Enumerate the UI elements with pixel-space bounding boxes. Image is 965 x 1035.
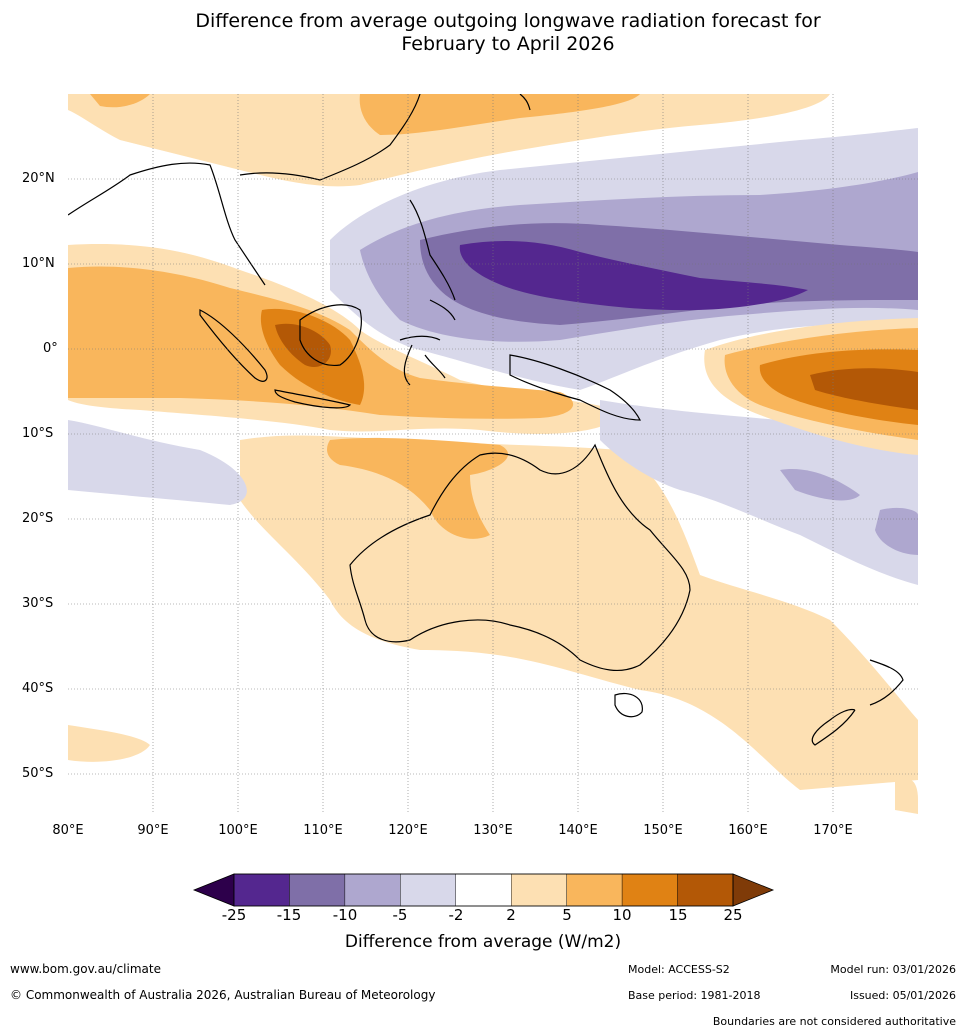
colorbar-tick: 10 <box>612 906 632 924</box>
anomaly-lavender-south-pacific <box>600 400 918 585</box>
coastline-tasmania <box>614 692 643 718</box>
footer-model: Model: ACCESS-S2 <box>628 963 730 976</box>
anomaly-orange-north-west <box>90 94 150 108</box>
anomaly-brown-borneo-west <box>275 323 331 368</box>
coastline-australia <box>349 443 691 671</box>
colorbar-tick: 15 <box>668 906 688 924</box>
footer-model-run: Model run: 03/01/2026 <box>830 963 956 976</box>
lon-label-110e: 110°E <box>303 823 343 838</box>
lon-label-80e: 80°E <box>52 823 84 838</box>
colorbar-tick: 2 <box>506 906 516 924</box>
colorbar <box>192 873 775 907</box>
colorbar-tick: -2 <box>448 906 464 924</box>
footer-issued: Issued: 05/01/2026 <box>849 989 956 1002</box>
lon-label-150e: 150°E <box>643 823 683 838</box>
coastline-asia <box>68 94 421 286</box>
lon-label-90e: 90°E <box>137 823 169 838</box>
colorbar-swatch <box>289 873 346 907</box>
lon-label-170e: 170°E <box>813 823 853 838</box>
lat-label-40s: 40°S <box>22 681 54 696</box>
lon-label-160e: 160°E <box>728 823 768 838</box>
colorbar-swatch <box>455 873 512 907</box>
colorbar-swatch <box>344 873 401 907</box>
colorbar-label: Difference from average (W/m2) <box>344 932 622 952</box>
anomaly-lavender-sw <box>68 420 247 505</box>
colorbar-tick: -15 <box>276 906 302 924</box>
anomaly-light-purple-east <box>875 507 918 555</box>
coastline-philippines <box>409 199 456 321</box>
colorbar-extend-high <box>732 873 775 907</box>
footer-disclaimer: Boundaries are not considered authoritat… <box>712 1015 956 1028</box>
colorbar-tick: 5 <box>562 906 572 924</box>
lat-label-20n: 20°N <box>22 171 55 186</box>
lon-label-100e: 100°E <box>218 823 258 838</box>
coastline-new-guinea <box>509 354 641 421</box>
footer-base-period: Base period: 1981-2018 <box>628 989 761 1002</box>
colorbar-swatch <box>566 873 623 907</box>
anomaly-light-orange-south <box>240 435 918 790</box>
coastline-java <box>274 389 352 409</box>
lat-label-30s: 30°S <box>22 596 54 611</box>
map-title: Difference from average outgoing longwav… <box>0 10 965 56</box>
anomaly-field <box>68 94 918 814</box>
colorbar-swatch <box>677 873 734 907</box>
lat-label-0: 0° <box>43 341 58 356</box>
colorbar-swatch <box>233 873 290 907</box>
colorbar-swatch <box>621 873 678 907</box>
title-line-2: February to April 2026 <box>401 33 615 55</box>
title-line-1: Difference from average outgoing longwav… <box>195 10 821 32</box>
anomaly-orange-north-aus <box>327 437 509 539</box>
colorbar-tick: -10 <box>332 906 358 924</box>
lon-label-120e: 120°E <box>388 823 428 838</box>
lat-label-50s: 50°S <box>22 766 54 781</box>
footer-copyright: © Commonwealth of Australia 2026, Austra… <box>10 988 436 1002</box>
colorbar-boxes <box>233 873 734 907</box>
anomaly-light-purple-coral-sea <box>780 469 860 501</box>
coastline-japan <box>519 94 531 111</box>
coastline-sumatra <box>199 309 268 382</box>
anomaly-brown-east-pacific <box>810 368 918 410</box>
lon-label-140e: 140°E <box>558 823 598 838</box>
anomaly-light-orange-north <box>68 94 830 187</box>
colorbar-extend-low <box>192 873 235 907</box>
anomaly-light-orange-se <box>895 778 918 814</box>
coastline-new-zealand <box>811 659 904 746</box>
colorbar-swatch <box>400 873 456 907</box>
lat-label-20s: 20°S <box>22 511 54 526</box>
graticule <box>68 94 918 814</box>
lat-label-10s: 10°S <box>22 426 54 441</box>
coastline-borneo <box>299 304 362 367</box>
colorbar-swatch <box>511 873 567 907</box>
colorbar-tick: 25 <box>723 906 743 924</box>
lat-label-10n: 10°N <box>22 256 55 271</box>
anomaly-light-orange-sw <box>68 725 150 762</box>
colorbar-tick: -25 <box>221 906 247 924</box>
footer-website: www.bom.gov.au/climate <box>10 962 161 976</box>
anomaly-dark-purple-pacific <box>459 240 808 311</box>
lon-label-130e: 130°E <box>473 823 513 838</box>
colorbar-tick: -5 <box>392 906 408 924</box>
anomaly-orange-china <box>359 94 640 135</box>
